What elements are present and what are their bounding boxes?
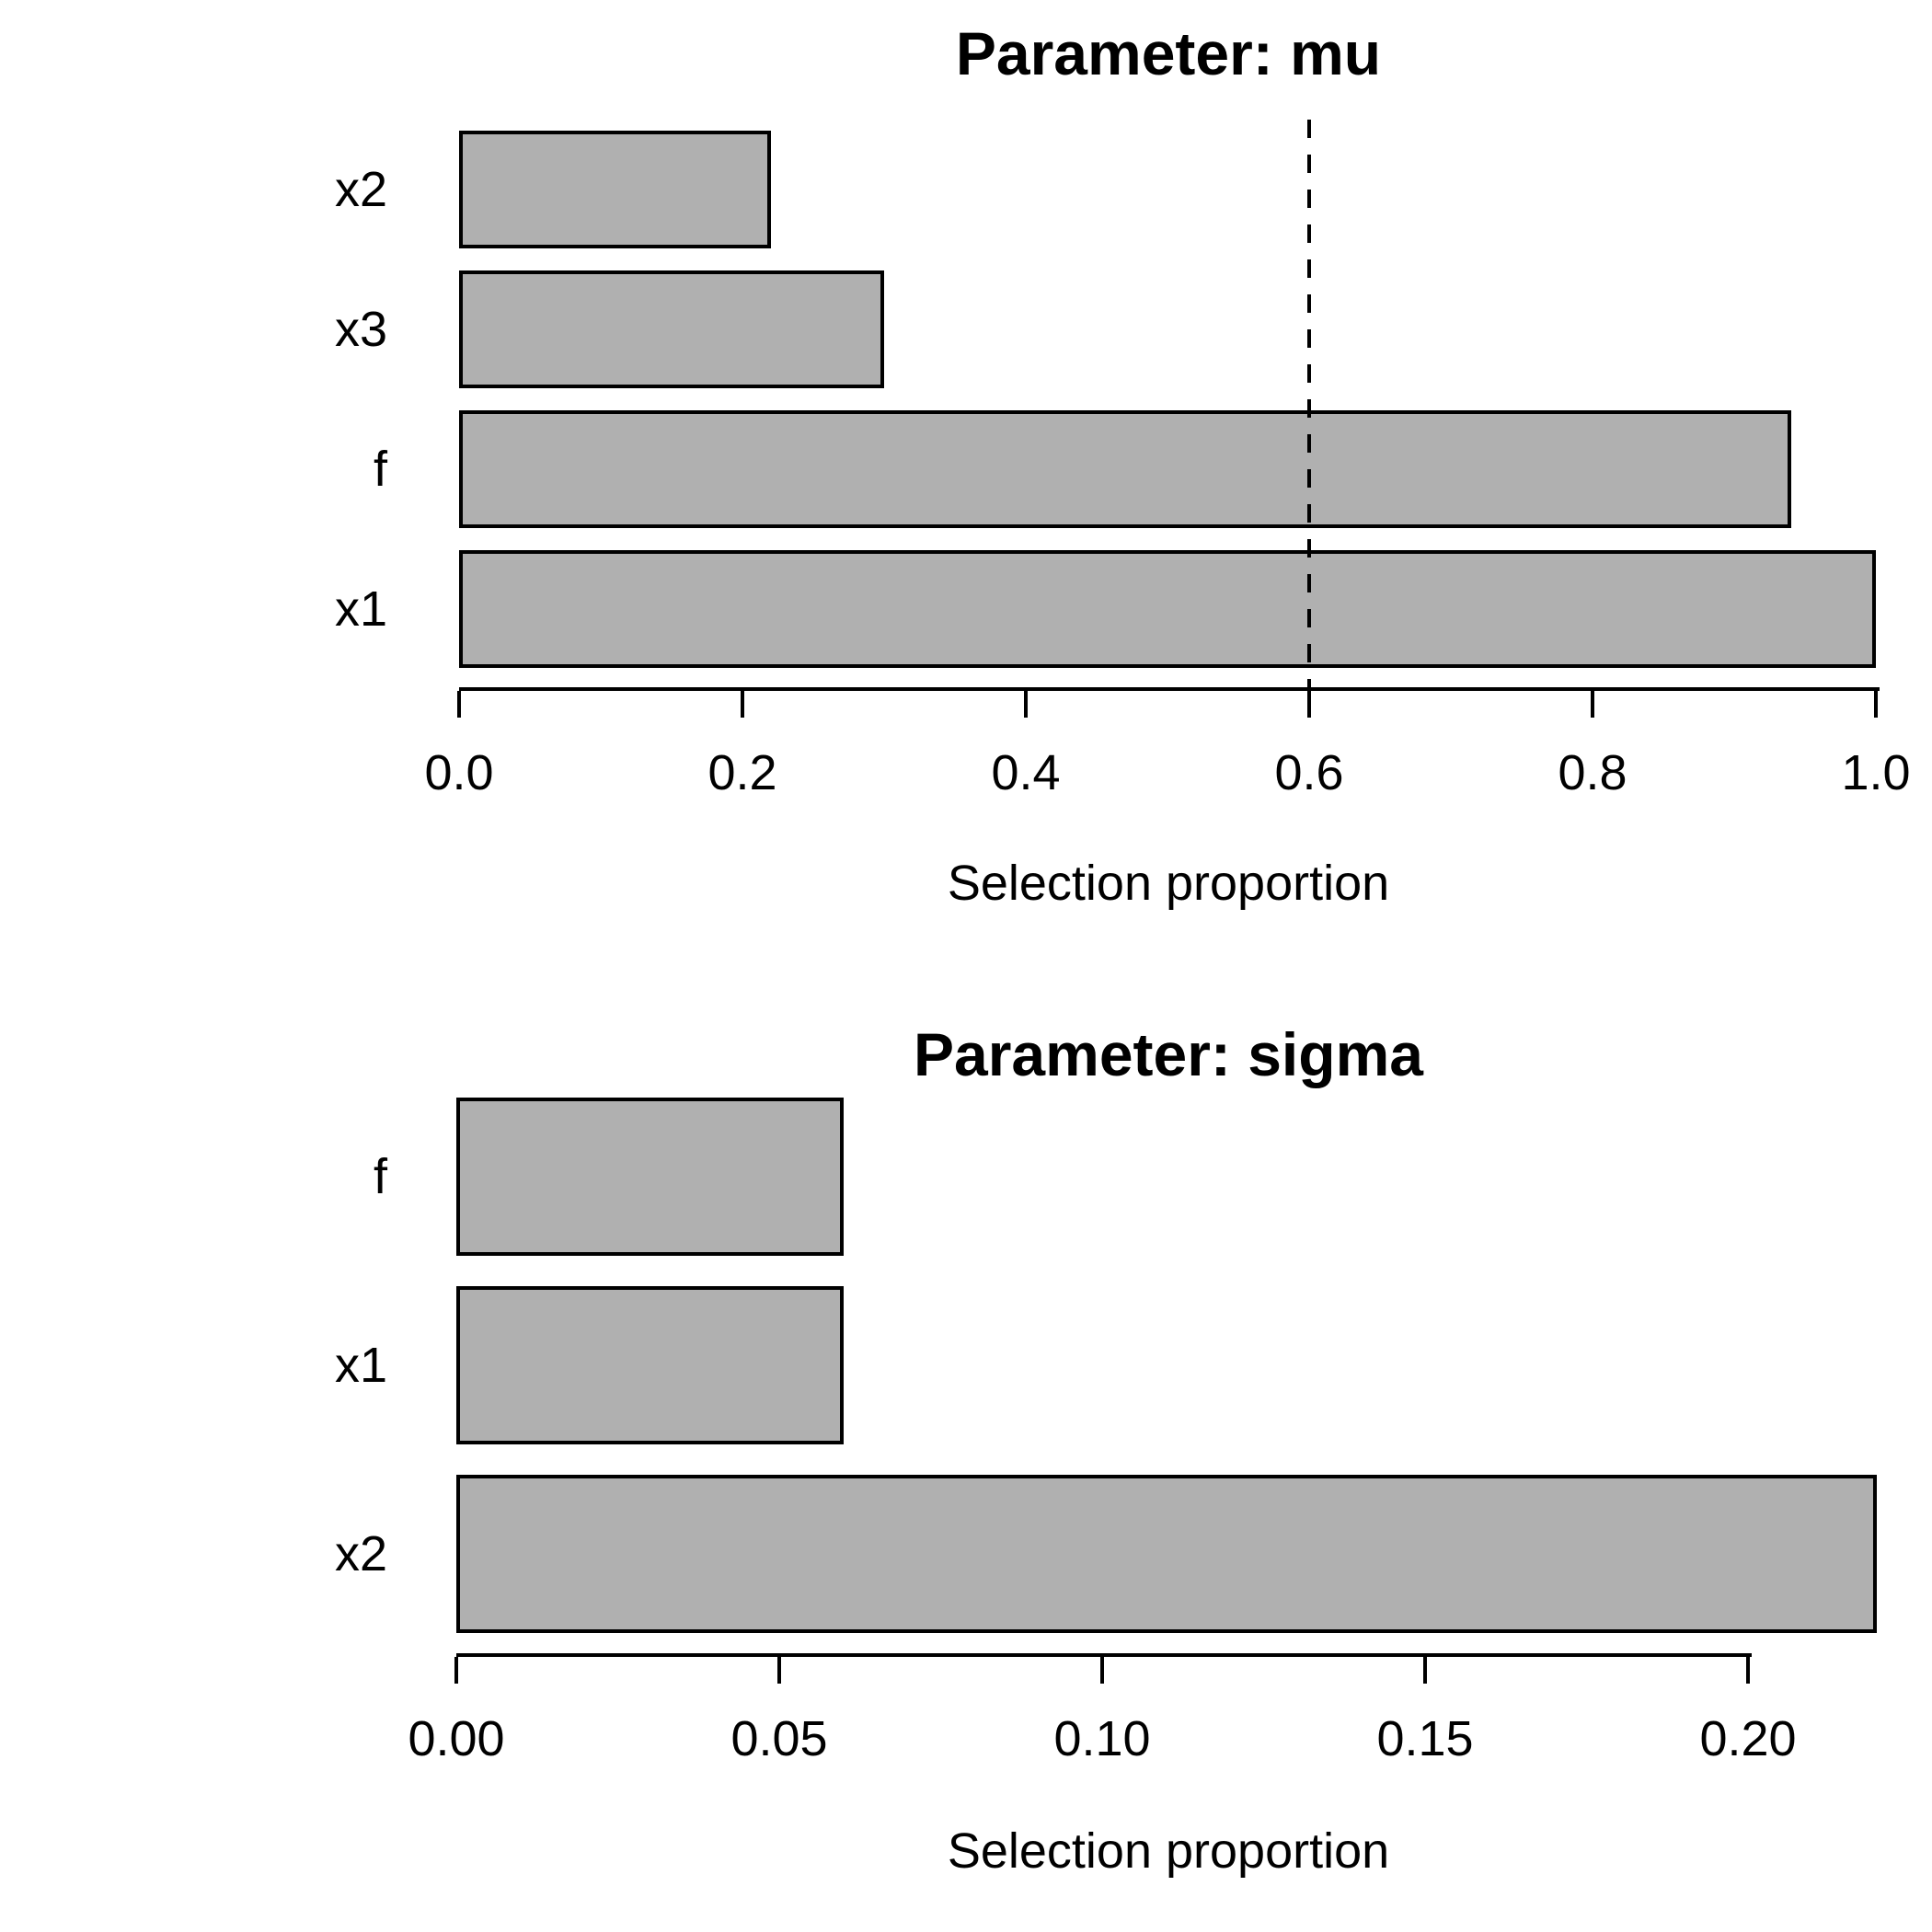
bar-x2	[459, 131, 771, 248]
bar-x1	[459, 550, 1876, 668]
bar-label-f: f	[373, 442, 387, 497]
reference-line-dashed	[1307, 120, 1311, 687]
x-axis-tick	[1024, 691, 1028, 718]
bar-label-f: f	[373, 1149, 387, 1204]
bar-x1	[456, 1286, 844, 1444]
bar-label-x1: x1	[334, 1338, 387, 1393]
x-axis-tick-label: 0.15	[1376, 1711, 1474, 1766]
x-axis-label-mu: Selection proportion	[947, 856, 1390, 911]
x-axis-tick	[1591, 691, 1594, 718]
x-axis-tick-label: 0.00	[408, 1711, 505, 1766]
x-axis-tick	[457, 691, 461, 718]
bar-label-x2: x2	[334, 1526, 387, 1581]
chart-title-sigma: Parameter: sigma	[914, 1020, 1423, 1088]
x-axis-tick	[454, 1657, 458, 1684]
x-axis-tick-label: 0.2	[707, 745, 777, 800]
x-axis-label-sigma: Selection proportion	[947, 1823, 1390, 1879]
bar-f	[459, 410, 1791, 528]
x-axis-tick	[1423, 1657, 1427, 1684]
bar-label-x2: x2	[334, 162, 387, 217]
x-axis-tick	[1307, 691, 1311, 718]
x-axis-line	[459, 687, 1880, 691]
x-axis-tick-label: 0.6	[1274, 745, 1344, 800]
x-axis-tick-label: 0.10	[1053, 1711, 1151, 1766]
x-axis-tick-label: 0.8	[1558, 745, 1627, 800]
x-axis-tick	[1100, 1657, 1104, 1684]
x-axis-tick-label: 0.4	[991, 745, 1061, 800]
x-axis-tick-label: 0.0	[424, 745, 494, 800]
bar-label-x3: x3	[334, 302, 387, 357]
x-axis-tick-label: 1.0	[1841, 745, 1911, 800]
x-axis-tick	[741, 691, 744, 718]
chart-title-mu: Parameter: mu	[955, 19, 1382, 87]
x-axis-line	[456, 1653, 1752, 1657]
x-axis-tick-label: 0.20	[1699, 1711, 1797, 1766]
bar-label-x1: x1	[334, 581, 387, 637]
x-axis-tick	[1746, 1657, 1750, 1684]
x-axis-tick	[1874, 691, 1878, 718]
bar-f	[456, 1098, 844, 1256]
x-axis-tick	[777, 1657, 781, 1684]
bar-x2	[456, 1475, 1877, 1633]
x-axis-tick-label: 0.05	[730, 1711, 828, 1766]
bar-x3	[459, 270, 884, 388]
